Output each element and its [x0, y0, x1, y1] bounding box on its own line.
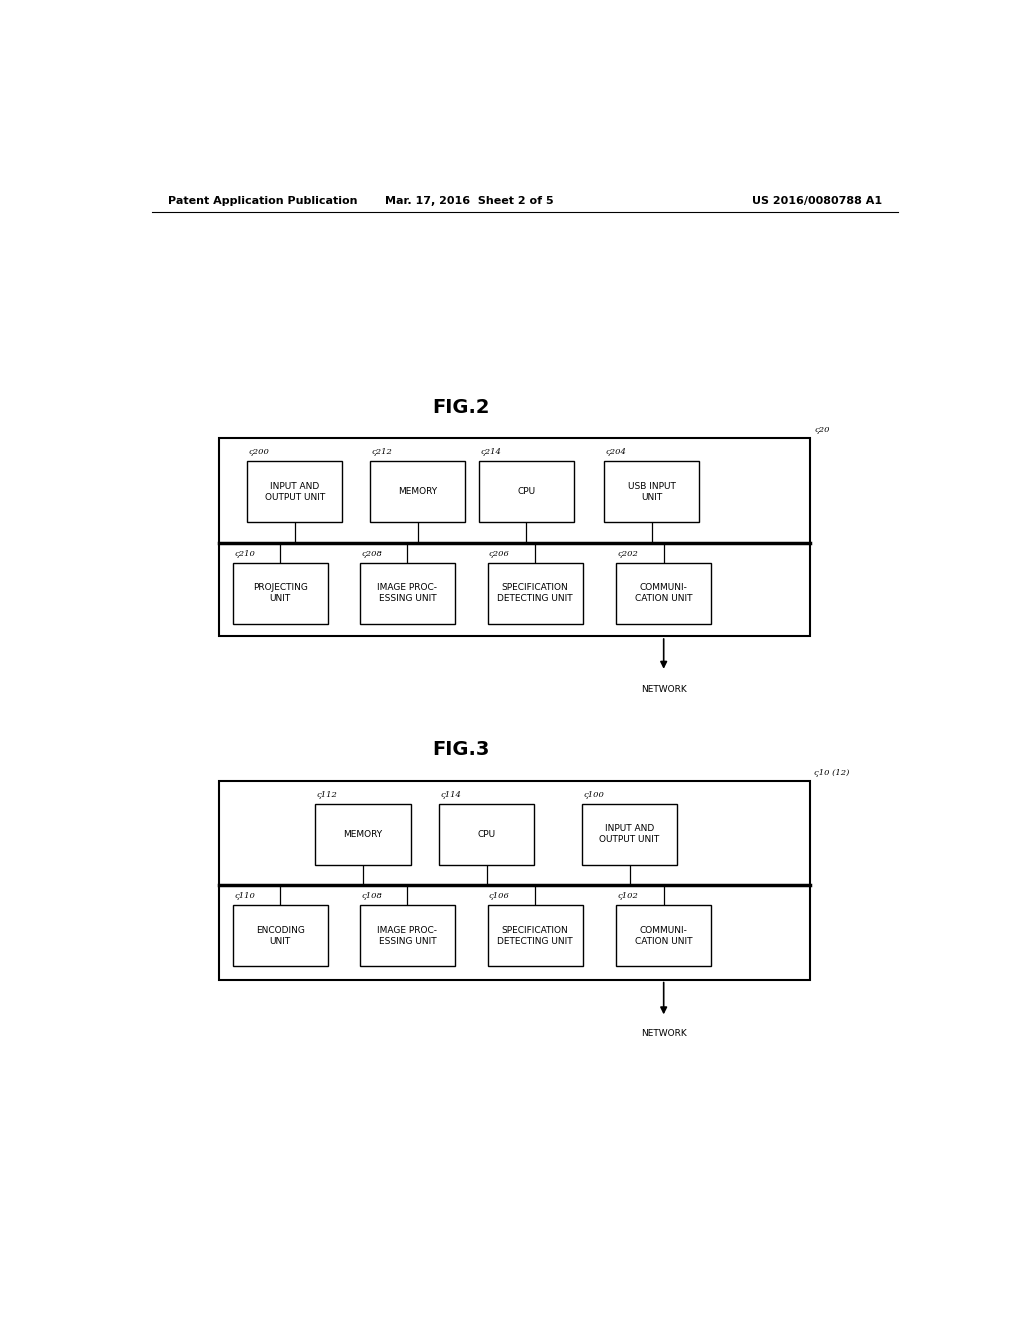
Text: ς102: ς102: [617, 892, 639, 900]
Text: ς212: ς212: [372, 449, 392, 457]
Text: ς100: ς100: [584, 791, 604, 799]
Bar: [487, 906, 583, 966]
Text: ς208: ς208: [361, 550, 382, 558]
Text: ς112: ς112: [316, 791, 338, 799]
Bar: [219, 438, 811, 636]
Text: Patent Application Publication: Patent Application Publication: [168, 197, 357, 206]
Text: CPU: CPU: [517, 487, 536, 496]
Text: ς204: ς204: [606, 449, 627, 457]
Text: ENCODING
UNIT: ENCODING UNIT: [256, 925, 305, 946]
Text: INPUT AND
OUTPUT UNIT: INPUT AND OUTPUT UNIT: [264, 482, 325, 502]
Text: ς20: ς20: [814, 426, 830, 434]
Text: ς210: ς210: [234, 550, 255, 558]
Bar: [479, 461, 574, 523]
Text: FIG.2: FIG.2: [432, 397, 490, 417]
Text: ς108: ς108: [361, 892, 382, 900]
Text: ς206: ς206: [489, 550, 510, 558]
Text: COMMUNI-
CATION UNIT: COMMUNI- CATION UNIT: [635, 583, 692, 603]
Text: PROJECTING
UNIT: PROJECTING UNIT: [253, 583, 308, 603]
Bar: [219, 781, 811, 979]
Bar: [247, 461, 342, 523]
Bar: [604, 461, 699, 523]
Text: MEMORY: MEMORY: [398, 487, 437, 496]
Text: COMMUNI-
CATION UNIT: COMMUNI- CATION UNIT: [635, 925, 692, 946]
Bar: [359, 562, 455, 624]
Text: US 2016/0080788 A1: US 2016/0080788 A1: [752, 197, 882, 206]
Bar: [487, 562, 583, 624]
Text: CPU: CPU: [477, 830, 496, 838]
Text: INPUT AND
OUTPUT UNIT: INPUT AND OUTPUT UNIT: [599, 824, 659, 845]
Text: ς202: ς202: [617, 550, 639, 558]
Text: ς106: ς106: [489, 892, 510, 900]
Bar: [315, 804, 411, 865]
Text: SPECIFICATION
DETECTING UNIT: SPECIFICATION DETECTING UNIT: [498, 583, 573, 603]
Text: ς10 (12): ς10 (12): [814, 770, 850, 777]
Bar: [359, 906, 455, 966]
Text: ς110: ς110: [234, 892, 255, 900]
Bar: [370, 461, 465, 523]
Bar: [232, 562, 328, 624]
Bar: [582, 804, 677, 865]
Bar: [439, 804, 535, 865]
Text: SPECIFICATION
DETECTING UNIT: SPECIFICATION DETECTING UNIT: [498, 925, 573, 946]
Text: ς114: ς114: [440, 791, 462, 799]
Bar: [616, 906, 712, 966]
Bar: [232, 906, 328, 966]
Text: MEMORY: MEMORY: [343, 830, 383, 838]
Bar: [616, 562, 712, 624]
Text: ς214: ς214: [480, 449, 501, 457]
Text: IMAGE PROC-
ESSING UNIT: IMAGE PROC- ESSING UNIT: [378, 925, 437, 946]
Text: NETWORK: NETWORK: [641, 1030, 686, 1039]
Text: ς200: ς200: [249, 449, 269, 457]
Text: NETWORK: NETWORK: [641, 685, 686, 694]
Text: Mar. 17, 2016  Sheet 2 of 5: Mar. 17, 2016 Sheet 2 of 5: [385, 197, 554, 206]
Text: IMAGE PROC-
ESSING UNIT: IMAGE PROC- ESSING UNIT: [378, 583, 437, 603]
Text: FIG.3: FIG.3: [432, 741, 490, 759]
Text: USB INPUT
UNIT: USB INPUT UNIT: [628, 482, 676, 502]
